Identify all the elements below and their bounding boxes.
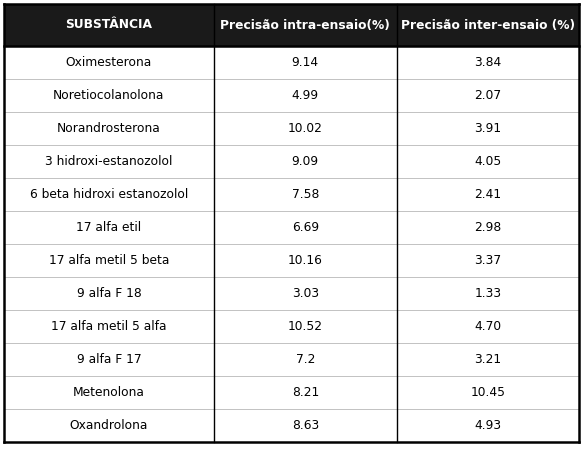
Bar (4, 145, 579, 178)
Bar (4, 79, 579, 112)
Bar (4, 409, 579, 442)
Text: 10.45: 10.45 (470, 386, 505, 399)
Text: 4.70: 4.70 (474, 320, 501, 333)
Text: 3.91: 3.91 (474, 122, 501, 135)
Text: 3.21: 3.21 (474, 353, 501, 366)
Text: Oxandrolona: Oxandrolona (70, 419, 148, 432)
Text: 17 alfa etil: 17 alfa etil (77, 221, 142, 234)
Text: 3.37: 3.37 (474, 254, 501, 267)
Text: 9.09: 9.09 (292, 155, 319, 168)
Text: Noretiocolanolona: Noretiocolanolona (53, 89, 164, 102)
Text: 10.16: 10.16 (288, 254, 323, 267)
Text: 6 beta hidroxi estanozolol: 6 beta hidroxi estanozolol (30, 188, 188, 201)
Text: 7.2: 7.2 (295, 353, 315, 366)
Text: 10.02: 10.02 (288, 122, 323, 135)
Bar (4, 46, 579, 79)
Bar (4, 178, 579, 211)
Text: 3 hidroxi-estanozolol: 3 hidroxi-estanozolol (45, 155, 173, 168)
Bar (4, 310, 579, 343)
Text: 3.03: 3.03 (292, 287, 319, 300)
Text: 2.98: 2.98 (474, 221, 501, 234)
Text: 8.21: 8.21 (292, 386, 319, 399)
Text: Precisão inter-ensaio (%): Precisão inter-ensaio (%) (401, 19, 575, 32)
Bar (4, 343, 579, 376)
Text: 9 alfa F 18: 9 alfa F 18 (77, 287, 142, 300)
Text: 10.52: 10.52 (288, 320, 323, 333)
Bar (4, 277, 579, 310)
Bar (4, 376, 579, 409)
Text: 8.63: 8.63 (292, 419, 319, 432)
Text: 7.58: 7.58 (291, 188, 319, 201)
Bar (4, 4, 579, 46)
Text: 4.93: 4.93 (474, 419, 501, 432)
Text: 3.84: 3.84 (474, 56, 501, 69)
Bar (4, 244, 579, 277)
Bar (4, 211, 579, 244)
Text: Metenolona: Metenolona (73, 386, 145, 399)
Text: 6.69: 6.69 (292, 221, 319, 234)
Bar (4, 112, 579, 145)
Text: 17 alfa metil 5 alfa: 17 alfa metil 5 alfa (51, 320, 167, 333)
Text: 17 alfa metil 5 beta: 17 alfa metil 5 beta (49, 254, 169, 267)
Text: 2.41: 2.41 (474, 188, 501, 201)
Text: 4.05: 4.05 (474, 155, 501, 168)
Text: Oximesterona: Oximesterona (66, 56, 152, 69)
Text: 2.07: 2.07 (474, 89, 501, 102)
Text: 9.14: 9.14 (292, 56, 319, 69)
Text: 4.99: 4.99 (292, 89, 319, 102)
Text: Precisão intra-ensaio(%): Precisão intra-ensaio(%) (221, 19, 390, 32)
Text: 1.33: 1.33 (474, 287, 501, 300)
Text: SUBSTÂNCIA: SUBSTÂNCIA (66, 19, 153, 32)
Text: Norandrosterona: Norandrosterona (57, 122, 161, 135)
Text: 9 alfa F 17: 9 alfa F 17 (77, 353, 141, 366)
